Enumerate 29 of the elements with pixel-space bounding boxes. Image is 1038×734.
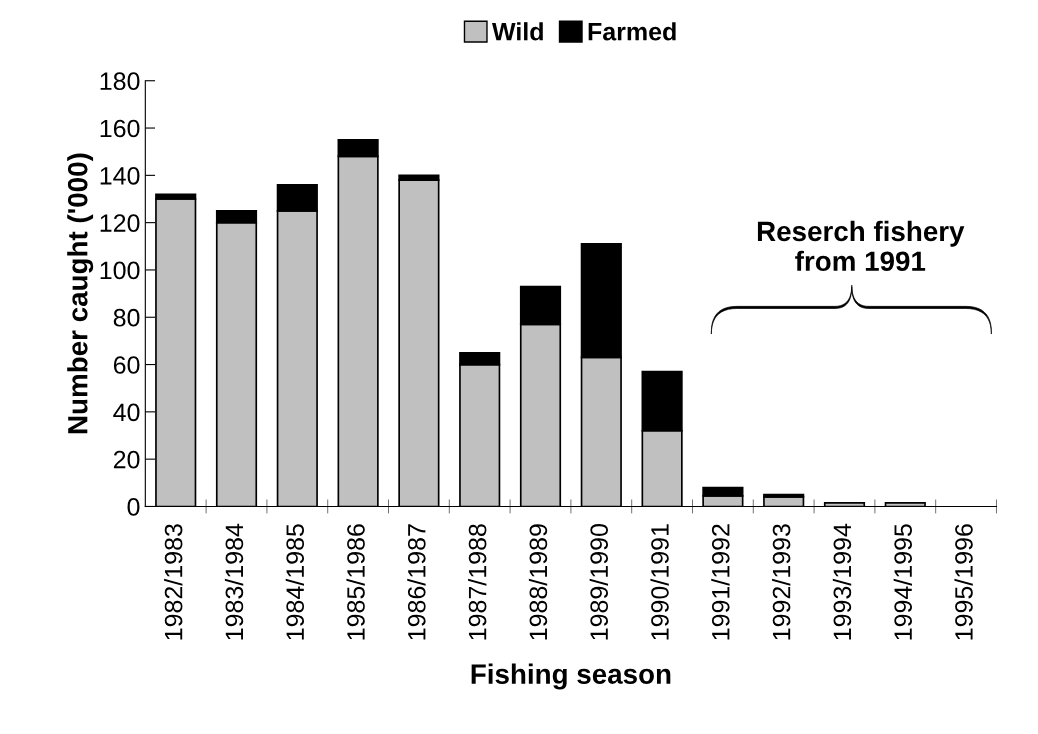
y-tick-label: 0: [127, 498, 140, 516]
legend-label: Wild: [492, 22, 543, 41]
y-tick-label: 140: [100, 166, 140, 185]
x-tick-label: 1989/1990: [589, 524, 609, 640]
legend-label: Farmed: [588, 22, 676, 41]
x-tick-label: 1991/1992: [711, 524, 730, 640]
x-tick-label: 1983/1984: [224, 523, 244, 640]
x-tick-label: 1987/1988: [468, 524, 487, 640]
x-tick-label: 1988/1989: [528, 524, 548, 640]
y-tick-label: 80: [113, 308, 140, 327]
x-tick-label: 1994/1995: [893, 524, 912, 640]
y-axis-title: Number caught ('000): [67, 153, 94, 434]
x-tick-label: 1990/1991: [650, 524, 669, 640]
y-tick-label: 20: [113, 450, 140, 469]
y-tick-label: 120: [100, 214, 140, 232]
x-tick-label: 1984/1985: [285, 524, 305, 640]
x-tick-label: 1993/1994: [832, 523, 852, 640]
y-tick-label: 160: [100, 119, 140, 138]
y-tick-label: 180: [100, 72, 140, 91]
annotation: Reserch fishery from 1991: [757, 220, 965, 272]
x-tick-label: 1992/1993: [772, 524, 791, 640]
y-tick-label: 60: [113, 356, 140, 374]
x-tick-label: 1982/1983: [164, 524, 183, 640]
y-tick-label: 40: [113, 403, 140, 422]
x-tick-label: 1995/1996: [954, 524, 973, 640]
x-tick-label: 1985/1986: [346, 524, 365, 640]
x-tick-label: 1986/1987: [407, 524, 426, 640]
x-axis-title: Fishing season: [471, 663, 671, 690]
y-tick-label: 100: [100, 261, 140, 280]
